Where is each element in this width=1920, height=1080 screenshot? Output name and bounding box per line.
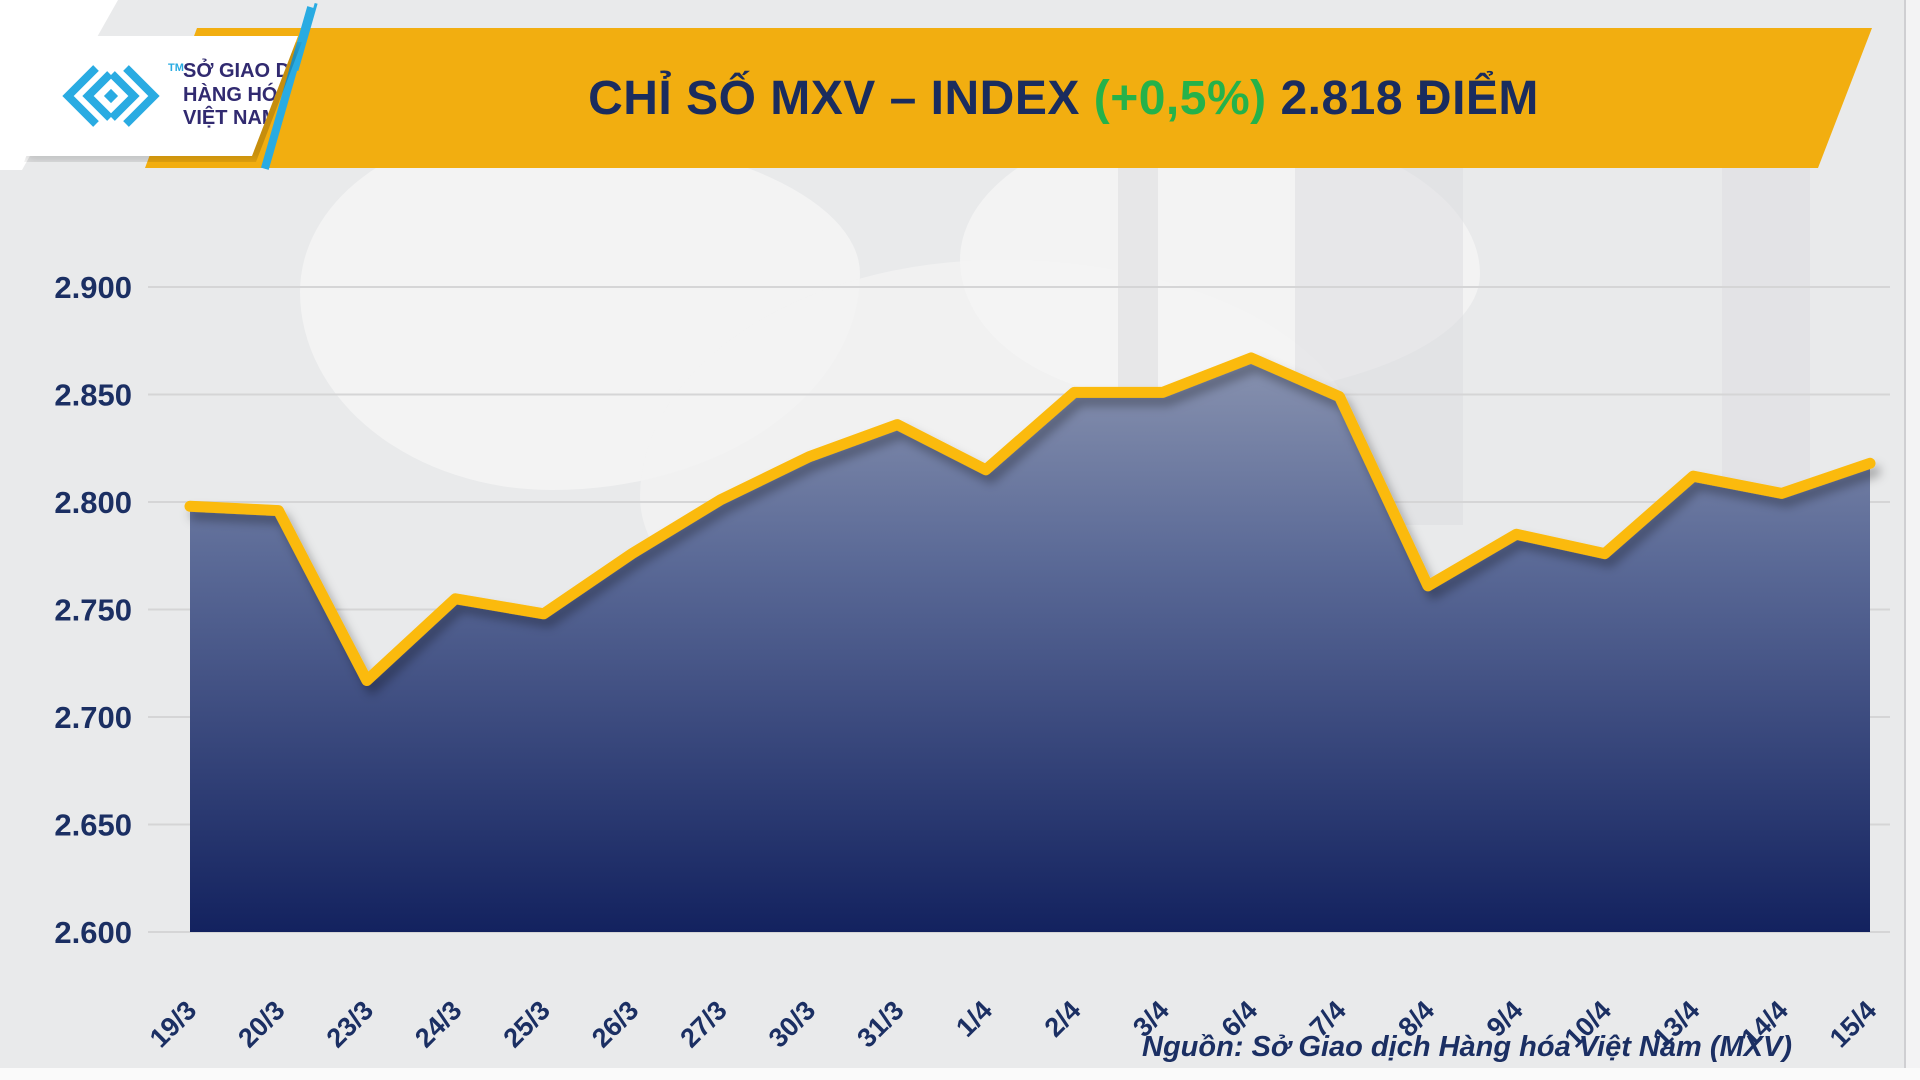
photo-strip xyxy=(1118,148,1158,408)
y-axis-tick-label: 2.800 xyxy=(54,485,132,520)
title-change-percent: (+0,5%) xyxy=(1093,71,1267,125)
y-axis-tick-label: 2.600 xyxy=(54,915,132,950)
page-right-edge xyxy=(1904,0,1920,1080)
y-axis-tick-label: 2.850 xyxy=(54,378,132,413)
y-axis-tick-label: 2.900 xyxy=(54,270,132,305)
y-axis-tick-label: 2.750 xyxy=(54,593,132,628)
x-axis-tick-label: 19/3 xyxy=(144,995,202,1053)
photo-strip xyxy=(1722,140,1810,500)
x-axis-tick-label: 24/3 xyxy=(409,995,467,1053)
x-axis-tick-label: 30/3 xyxy=(763,995,821,1053)
y-axis-tick-label: 2.700 xyxy=(54,700,132,735)
title-main: CHỈ SỐ MXV – INDEX xyxy=(588,71,1080,125)
page-bottom-edge xyxy=(0,1068,1920,1080)
title-banner: CHỈ SỐ MXV – INDEX (+0,5%) 2.818 ĐIỂM xyxy=(145,28,1872,168)
area-fill xyxy=(190,357,1870,932)
x-axis-tick-label: 20/3 xyxy=(232,995,290,1053)
mxv-logo: TM SỞ GIAO DỊCH HÀNG HÓA VIỆT NAM xyxy=(20,36,298,156)
x-axis-tick-label: 2/4 xyxy=(1039,995,1087,1043)
logo-text: SỞ GIAO DỊCH HÀNG HÓA VIỆT NAM xyxy=(183,60,325,131)
chart-title: CHỈ SỐ MXV – INDEX (+0,5%) 2.818 ĐIỂM xyxy=(588,71,1539,126)
index-line xyxy=(184,352,1876,686)
x-axis-tick-label: 1/4 xyxy=(950,995,998,1043)
logo-text-line2: HÀNG HÓA xyxy=(183,83,292,106)
source-attribution: Nguồn: Sở Giao dịch Hàng hóa Việt Nam (M… xyxy=(1142,1031,1792,1063)
x-axis-tick-label: 25/3 xyxy=(498,995,556,1053)
x-axis-tick-label: 26/3 xyxy=(586,995,644,1053)
x-axis-tick-label: 31/3 xyxy=(851,995,909,1053)
logo-text-line1: SỞ GIAO DỊCH xyxy=(183,60,325,82)
title-index-value: 2.818 ĐIỂM xyxy=(1280,71,1539,125)
x-axis-tick-label: 27/3 xyxy=(674,995,732,1053)
logo-text-line3: VIỆT NAM xyxy=(183,107,279,130)
x-axis-tick-label: 23/3 xyxy=(321,995,379,1053)
x-axis-tick-label: 15/4 xyxy=(1824,995,1882,1053)
chart-content: 2.600 2.650 2.700 2.750 2.800 2.850 2.900 19/3 2… xyxy=(54,270,1890,1053)
y-axis-tick-label: 2.650 xyxy=(54,808,132,843)
trademark-symbol: TM xyxy=(168,62,184,74)
mxv-logomark-icon xyxy=(62,65,160,127)
